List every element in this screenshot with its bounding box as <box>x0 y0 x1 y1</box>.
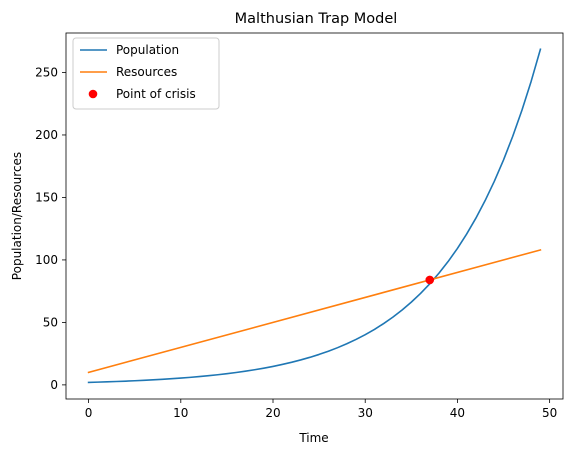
plot-frame <box>65 32 564 400</box>
x-axis-label: Time <box>298 431 328 445</box>
marker-point-of-crisis <box>425 275 435 285</box>
y-tick-label: 200 <box>35 128 58 142</box>
y-axis-ticks: 0 50 100 150 200 250 <box>35 65 66 392</box>
y-tick-label: 50 <box>43 315 58 329</box>
y-tick-label: 100 <box>35 253 58 267</box>
x-axis-ticks: 0 10 20 30 40 50 <box>85 399 557 420</box>
x-tick-label: 10 <box>173 406 188 420</box>
y-tick-label: 0 <box>50 378 58 392</box>
chart-title: Malthusian Trap Model <box>235 11 398 27</box>
legend-label-population: Population <box>116 43 179 57</box>
series-line-resources <box>87 248 542 374</box>
y-tick-label: 150 <box>35 190 58 204</box>
y-axis-label: Population/Resources <box>10 152 24 280</box>
legend: Population Resources Point of crisis <box>72 37 220 110</box>
legend-frame <box>72 37 220 110</box>
legend-label-point-of-crisis: Point of crisis <box>116 87 196 101</box>
legend-label-resources: Resources <box>116 65 177 79</box>
y-tick-label: 250 <box>35 65 58 79</box>
x-tick-label: 30 <box>358 406 373 420</box>
x-tick-label: 40 <box>450 406 465 420</box>
x-tick-label: 50 <box>542 406 557 420</box>
x-tick-label: 0 <box>85 406 93 420</box>
legend-swatch-point-of-crisis <box>88 89 98 99</box>
x-tick-label: 20 <box>265 406 280 420</box>
series-layer <box>87 48 542 384</box>
series-line-population <box>87 48 542 384</box>
